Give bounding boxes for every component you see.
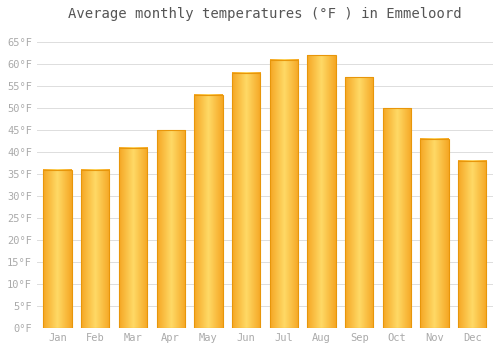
Bar: [420, 139, 449, 328]
Bar: [156, 130, 185, 328]
Bar: [383, 108, 411, 328]
Title: Average monthly temperatures (°F ) in Emmeloord: Average monthly temperatures (°F ) in Em…: [68, 7, 462, 21]
Bar: [44, 170, 72, 328]
Bar: [270, 60, 298, 328]
Bar: [194, 95, 222, 328]
Bar: [308, 55, 336, 328]
Bar: [232, 73, 260, 328]
Bar: [81, 170, 110, 328]
Bar: [458, 161, 486, 328]
Bar: [345, 77, 374, 328]
Bar: [119, 148, 147, 328]
